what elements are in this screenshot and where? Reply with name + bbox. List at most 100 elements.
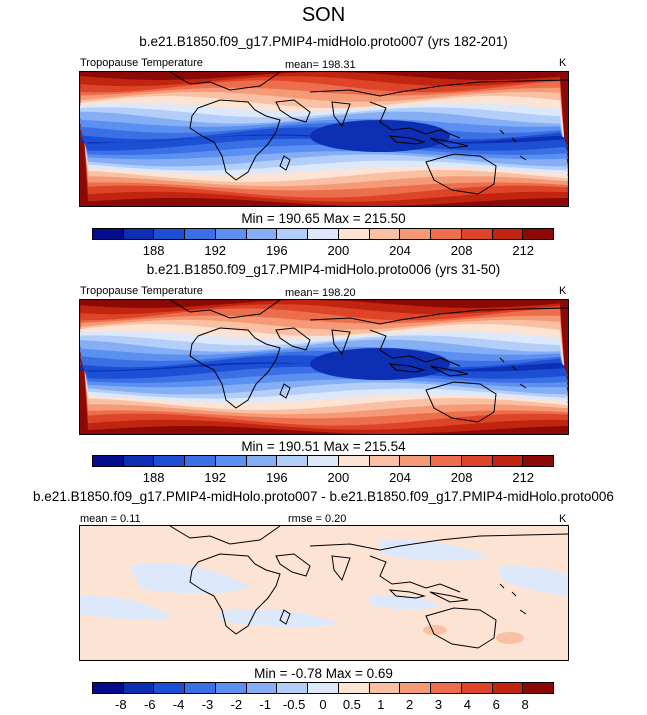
colorbar-box xyxy=(492,683,524,693)
colorbar-tick-label: 0.5 xyxy=(342,697,361,712)
colorbar-box xyxy=(461,229,493,239)
colorbar-box xyxy=(369,456,401,466)
panel-2-colorbar xyxy=(92,455,554,467)
panel-2-contour-field xyxy=(80,300,568,434)
colorbar-box xyxy=(431,229,462,239)
colorbar-box xyxy=(123,683,155,693)
colorbar-box xyxy=(93,229,124,239)
cold-core xyxy=(310,348,450,380)
panel-2-variable-label: Tropopause Temperature xyxy=(80,285,203,297)
cold-core xyxy=(310,120,450,152)
colorbar-box xyxy=(215,229,247,239)
colorbar-box xyxy=(523,229,554,239)
colorbar-box xyxy=(369,683,401,693)
colorbar-box xyxy=(461,683,493,693)
panel-1-unit: K xyxy=(559,57,567,69)
panel-1-title: b.e21.B1850.f09_g17.PMIP4-midHolo.proto0… xyxy=(139,34,508,49)
season-title: SON xyxy=(301,4,346,26)
colorbar-box xyxy=(123,456,155,466)
colorbar-box xyxy=(431,456,462,466)
colorbar-tick-label: 1 xyxy=(377,697,385,712)
positive-anomaly xyxy=(423,625,447,635)
panel-3-rmse: rmse = 0.20 xyxy=(288,513,347,525)
colorbar-box xyxy=(308,683,339,693)
colorbar-tick-label: 6 xyxy=(492,697,500,712)
panel-2-map xyxy=(79,299,569,435)
panel-1-minmax: Min = 190.65 Max = 215.50 xyxy=(241,211,406,226)
colorbar-box xyxy=(400,456,432,466)
colorbar-tick-label: 208 xyxy=(450,470,473,485)
negative-anomaly xyxy=(500,565,568,596)
panel-2-mean: mean= 198.20 xyxy=(285,287,356,299)
colorbar-tick-label: 192 xyxy=(204,470,227,485)
colorbar-box xyxy=(308,456,339,466)
colorbar-tick-label: 3 xyxy=(434,697,443,712)
colorbar-box xyxy=(523,683,554,693)
colorbar-tick-label: 200 xyxy=(327,243,350,258)
panel-1-mean: mean= 198.31 xyxy=(285,59,356,71)
colorbar-box xyxy=(154,683,186,693)
colorbar-box xyxy=(93,683,124,693)
colorbar-box xyxy=(338,229,370,239)
colorbar-tick-label: 192 xyxy=(204,243,227,258)
colorbar-tick-label: 204 xyxy=(389,243,411,258)
panel-3-minmax: Min = -0.78 Max = 0.69 xyxy=(254,666,393,681)
colorbar-tick-label: 188 xyxy=(142,470,165,485)
colorbar-tick-label: 196 xyxy=(265,470,288,485)
panel-3-mean: mean = 0.11 xyxy=(80,513,141,525)
field-band xyxy=(80,362,568,372)
colorbar-tick-label: -3 xyxy=(201,697,214,712)
colorbar-box xyxy=(246,456,278,466)
colorbar-box xyxy=(277,683,309,693)
colorbar-tick-label: 0 xyxy=(319,697,327,712)
colorbar-tick-label: 2 xyxy=(406,697,414,712)
panel-3-colorbar xyxy=(92,682,554,694)
colorbar-tick-label: 8 xyxy=(521,697,529,712)
panel-1-variable-label: Tropopause Temperature xyxy=(80,57,203,69)
colorbar-tick-label: -1 xyxy=(259,697,272,712)
colorbar-box xyxy=(400,229,432,239)
colorbar-box xyxy=(308,229,339,239)
colorbar-box xyxy=(338,683,370,693)
colorbar-tick-label: -4 xyxy=(172,697,185,712)
coastlines xyxy=(169,300,568,423)
colorbar-tick-label: 212 xyxy=(512,243,535,258)
colorbar-box xyxy=(185,456,216,466)
colorbar-box xyxy=(492,456,524,466)
colorbar-box xyxy=(123,229,155,239)
colorbar-box xyxy=(277,456,309,466)
colorbar-box xyxy=(215,683,247,693)
negative-anomaly xyxy=(130,562,250,594)
colorbar-tick-label: -8 xyxy=(115,697,127,712)
negative-anomaly xyxy=(80,595,175,620)
colorbar-box xyxy=(400,683,432,693)
colorbar-box xyxy=(277,229,309,239)
colorbar-tick-label: 200 xyxy=(327,470,350,485)
colorbar-tick-label: 4 xyxy=(463,697,471,712)
diff-field xyxy=(80,526,568,660)
coastlines xyxy=(169,72,568,195)
colorbar-box xyxy=(215,456,247,466)
colorbar-box xyxy=(338,456,370,466)
panel-1-map xyxy=(79,71,569,207)
colorbar-box xyxy=(154,456,186,466)
panel-3-title: b.e21.B1850.f09_g17.PMIP4-midHolo.proto0… xyxy=(33,489,614,504)
colorbar-tick-label: -6 xyxy=(143,697,156,712)
colorbar-tick-label: 208 xyxy=(450,243,473,258)
panel-3-unit: K xyxy=(559,513,567,525)
colorbar-tick-label: 204 xyxy=(389,470,411,485)
colorbar-tick-label: 212 xyxy=(512,470,535,485)
colorbar-box xyxy=(154,229,186,239)
colorbar-box xyxy=(185,229,216,239)
panel-2-minmax: Min = 190.51 Max = 215.54 xyxy=(241,439,406,454)
panel-3-contour-field xyxy=(80,526,568,660)
colorbar-box xyxy=(93,456,124,466)
panel-1-contour-field xyxy=(80,72,568,206)
positive-anomaly xyxy=(496,632,524,644)
colorbar-tick-label: -0.5 xyxy=(282,697,306,712)
colorbar-box xyxy=(369,229,401,239)
panel-2-title: b.e21.B1850.f09_g17.PMIP4-midHolo.proto0… xyxy=(146,262,501,277)
colorbar-box xyxy=(461,456,493,466)
colorbar-box xyxy=(431,683,462,693)
colorbar-box xyxy=(523,456,554,466)
